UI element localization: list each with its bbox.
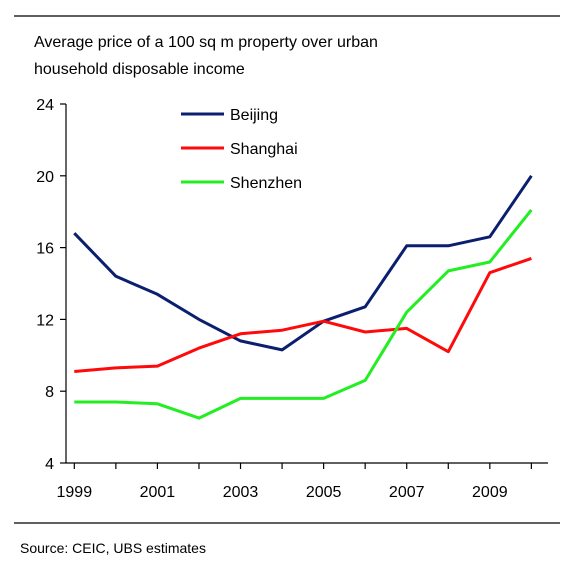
y-tick-label: 16	[36, 241, 54, 258]
source-note: Source: CEIC, UBS estimates	[20, 540, 206, 556]
series-line-shenzhen	[74, 208, 533, 420]
x-tick-label: 2009	[472, 484, 508, 501]
x-tick-label: 2001	[140, 484, 176, 501]
legend-label-beijing: Beijing	[230, 107, 278, 124]
legend: Beijing Shanghai Shenzhen	[181, 107, 302, 192]
y-tick-label: 8	[45, 384, 54, 401]
x-tick-label: 2007	[389, 484, 425, 501]
y-tick-label: 12	[36, 312, 54, 329]
y-tick-label: 20	[36, 169, 54, 186]
x-tick-label: 2005	[306, 484, 342, 501]
subtitle-line-2: household disposable income	[34, 61, 245, 78]
legend-label-shenzhen: Shenzhen	[230, 175, 302, 192]
x-tick-label: 2003	[223, 484, 259, 501]
series-layer	[73, 174, 533, 420]
axes: 4 8 12 16 20 24 1999 2001 2003 2005 2007 2009	[36, 97, 548, 501]
series-line-shanghai	[74, 256, 532, 373]
y-tick-label: 4	[45, 456, 54, 473]
series-line-beijing	[73, 174, 533, 352]
legend-label-shanghai: Shanghai	[230, 141, 298, 158]
subtitle-line-1: Average price of a 100 sq m property ove…	[34, 34, 378, 51]
y-tick-label: 24	[36, 97, 54, 114]
x-tick-label: 1999	[57, 484, 93, 501]
